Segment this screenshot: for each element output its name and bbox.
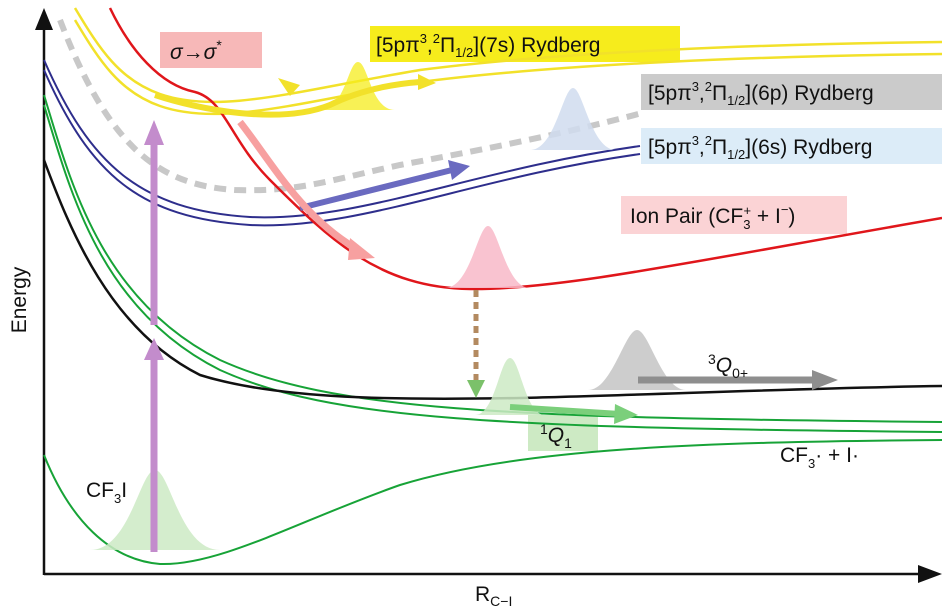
products-label: CF3· + I· (780, 444, 859, 471)
rydberg-6s-wavepacket (530, 88, 616, 150)
ion-pair-wavepacket (445, 226, 530, 288)
y-axis-label: Energy (8, 266, 31, 333)
ion-pair-label: Ion Pair (CF3+ + I−) (630, 202, 795, 232)
rydberg-6p-label: [5pπ3,2Π1/2](6p) Rydberg (648, 79, 874, 108)
sigma-label: σ→σ* (170, 37, 222, 64)
q0-label: 3Q0+ (708, 351, 748, 381)
rydberg-6p-curve (57, 18, 643, 194)
excitation-arrows (144, 120, 164, 552)
y-axis-arrowhead (35, 8, 53, 30)
q1-wavepacket (475, 358, 545, 415)
q1-label: 1Q1 (540, 421, 572, 451)
dynamics-arrows (154, 74, 838, 424)
x-axis-label: RC−I (475, 583, 512, 608)
rydberg-7s-label: [5pπ3,2Π1/2](7s) Rydberg (376, 31, 600, 60)
ion-pair-label-bg (621, 196, 847, 234)
rydberg-6s-curve (43, 59, 641, 227)
reactant-label: CF3I (86, 479, 127, 506)
x-axis-arrowhead (918, 565, 942, 583)
rydberg-6p-label-bg (641, 74, 942, 110)
wavepackets (90, 62, 686, 550)
rydberg-7s-label-bg (370, 26, 680, 62)
q1-label-bg (528, 415, 598, 451)
q0-wavepacket (588, 330, 686, 390)
q1-upper-curve (43, 94, 942, 433)
q0-curve (42, 159, 942, 401)
rydberg-6s-label-bg (641, 128, 942, 164)
rydberg-6s-label: [5pπ3,2Π1/2](6s) Rydberg (648, 133, 872, 162)
sigma-label-bg (160, 32, 262, 68)
ion-pair-curve (108, 7, 942, 291)
